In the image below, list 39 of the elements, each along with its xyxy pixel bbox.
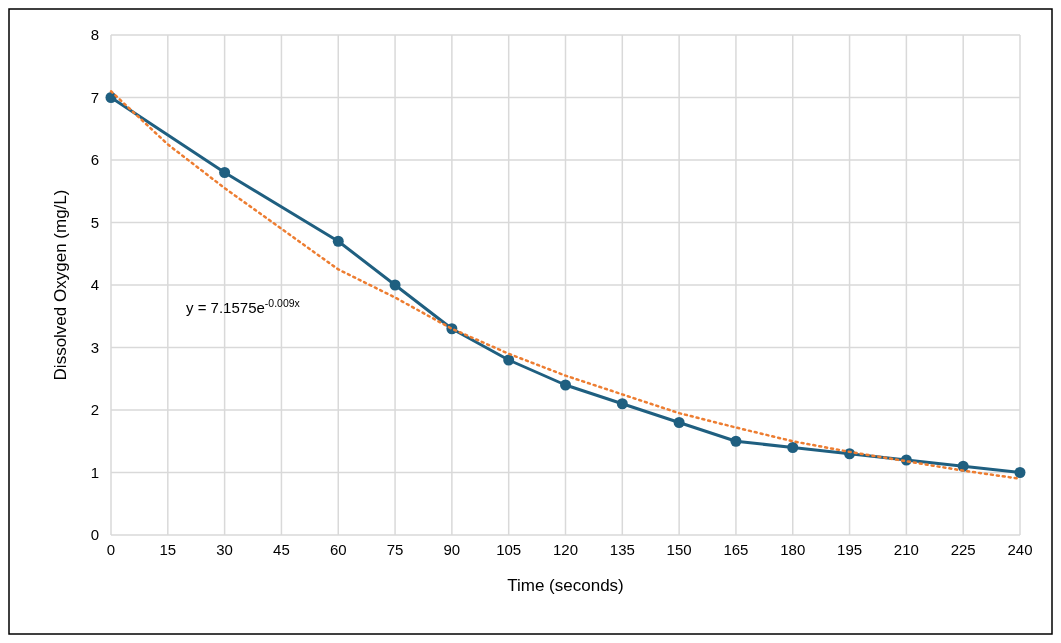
x-tick-label: 30 [216,541,233,558]
x-tick-label: 210 [893,541,919,558]
x-tick-label: 60 [329,541,347,558]
point [389,279,401,291]
x-tick-label: 0 [106,541,116,558]
x-tick-label: 165 [723,541,749,558]
y-tick-label: 2 [90,401,99,419]
point [332,235,344,247]
x-tick-label: 225 [950,541,976,558]
y-tick-label: 1 [90,463,99,481]
x-tick-label: 45 [273,541,290,558]
point [787,442,799,453]
point [616,398,628,410]
x-tick-label: 180 [780,541,806,558]
y-tick-label: 5 [90,213,99,231]
point [730,435,742,447]
x-tick-label: 195 [837,541,863,558]
y-tick-label: 8 [90,26,99,44]
x-tick-label: 120 [552,541,579,558]
y-tick-label: 3 [90,338,99,356]
x-tick-label: 240 [1007,541,1033,558]
y-axis-title: Dissolved Oxygen (mg/L) [51,189,70,381]
x-tick-label: 15 [159,541,177,558]
x-tick-label: 90 [443,541,461,558]
x-tick-label: 105 [496,541,522,558]
y-tick-label: 0 [90,526,99,544]
y-tick-label: 6 [90,151,99,169]
y-tick-label: 7 [90,88,99,106]
x-axis-title: Time (seconds) [507,576,624,595]
point [1014,467,1026,478]
x-tick-label: 135 [609,541,635,558]
annotation: y = 7.1575e$^{-0.009x}$ [186,297,301,317]
point [673,417,685,428]
point [219,167,231,178]
point [503,354,515,366]
x-tick-label: 150 [666,541,692,558]
x-tick-label: 75 [386,541,404,558]
y-tick-label: 4 [90,276,99,294]
point [560,379,571,391]
